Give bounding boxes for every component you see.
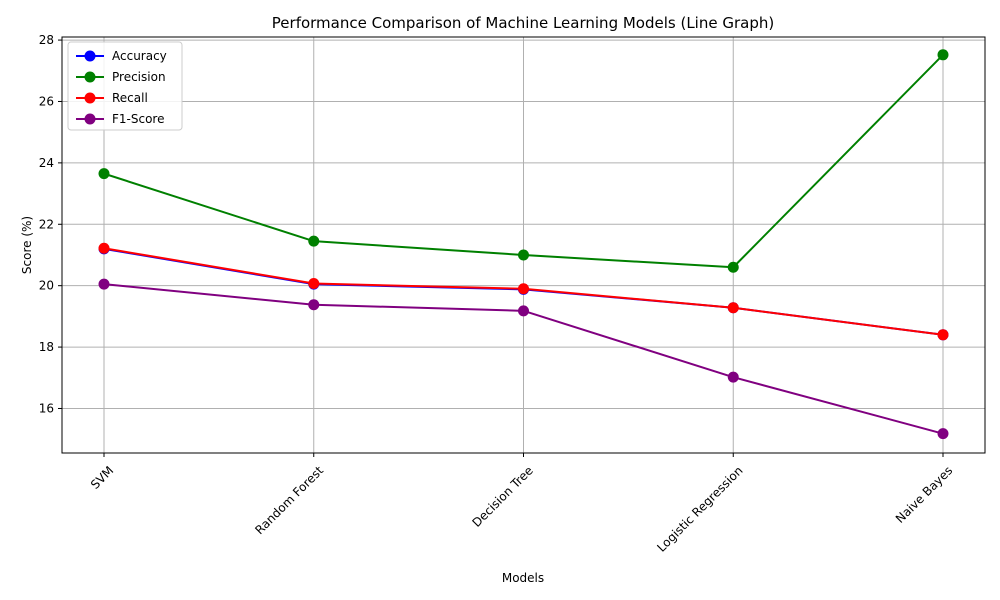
series-layer <box>98 49 949 440</box>
x-axis-label: Models <box>502 571 544 585</box>
y-tick-label: 20 <box>39 279 54 293</box>
data-point-recall <box>98 242 110 254</box>
y-axis-ticks: 16 18 20 22 24 26 28 <box>39 33 62 415</box>
legend-label: F1-Score <box>112 112 164 126</box>
legend-marker <box>84 50 96 62</box>
data-point-f1-score <box>727 371 739 383</box>
legend: Accuracy Precision Recall F1-Score <box>67 41 183 131</box>
y-tick-label: 24 <box>39 156 54 170</box>
y-tick-label: 16 <box>39 401 54 415</box>
legend-marker <box>84 92 96 104</box>
data-point-precision <box>98 168 110 180</box>
data-point-recall <box>518 283 529 295</box>
y-tick-label: 22 <box>39 217 54 231</box>
chart-title: Performance Comparison of Machine Learni… <box>272 14 774 32</box>
data-point-f1-score <box>518 305 529 317</box>
y-tick-label: 28 <box>39 33 54 47</box>
y-tick-label: 26 <box>39 94 54 108</box>
data-point-f1-score <box>937 428 949 440</box>
y-tick-label: 18 <box>39 340 54 354</box>
data-point-recall <box>727 302 739 314</box>
data-point-recall <box>308 278 320 290</box>
legend-label: Precision <box>112 70 166 84</box>
data-point-precision <box>727 261 739 273</box>
data-point-precision <box>308 235 320 247</box>
legend-marker <box>84 71 96 83</box>
legend-label: Accuracy <box>112 49 167 63</box>
data-point-precision <box>518 249 529 261</box>
data-point-recall <box>937 329 949 341</box>
data-point-f1-score <box>98 278 110 290</box>
y-axis-label: Score (%) <box>20 216 34 274</box>
data-point-f1-score <box>308 299 320 311</box>
legend-label: Recall <box>112 91 148 105</box>
legend-marker <box>84 113 96 125</box>
data-point-precision <box>937 49 949 61</box>
legend-box <box>67 41 183 131</box>
